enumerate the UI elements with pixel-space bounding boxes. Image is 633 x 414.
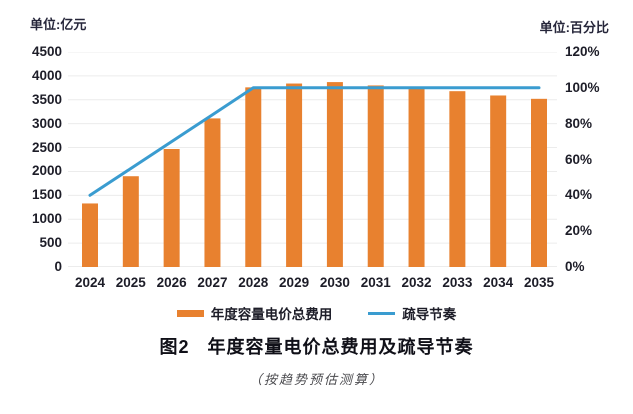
x-axis-tick: 2035 [523, 275, 555, 290]
bar-2026 [163, 148, 180, 267]
x-axis-tick: 2032 [401, 275, 432, 290]
left-axis-tick: 3000 [31, 115, 62, 131]
legend: 年度容量电价总费用 疏导节奏 [0, 303, 633, 323]
x-axis-tick: 2030 [319, 275, 350, 290]
bar-2033 [449, 91, 466, 267]
line-series-swatch-icon [368, 311, 396, 315]
left-axis-unit-label: 单位:亿元 [30, 17, 87, 32]
x-axis-tick: 2026 [156, 275, 187, 290]
bar-2034 [490, 95, 507, 267]
bar-2029 [286, 83, 303, 267]
legend-item-bar-series: 年度容量电价总费用 [176, 303, 333, 323]
x-axis-tick: 2029 [279, 275, 310, 290]
right-axis-tick: 40% [565, 187, 593, 203]
right-axis-tick: 60% [565, 151, 593, 167]
x-axis-tick: 2024 [74, 275, 106, 290]
right-axis-tick: 0% [565, 259, 585, 274]
bar-2035 [531, 98, 547, 267]
right-axis-tick: 120% [565, 44, 600, 59]
bar-series-label: 年度容量电价总费用 [210, 307, 333, 322]
figure-title-text: 年度容量电价总费用及疏导节奏 [207, 337, 474, 357]
plot-svg [68, 52, 557, 267]
left-axis-tick: 3500 [31, 91, 62, 107]
bar-series-swatch-icon [176, 309, 204, 317]
right-axis-tick: 80% [565, 115, 593, 131]
bar-2028 [245, 87, 262, 267]
bar-2024 [82, 203, 98, 267]
bar-2025 [122, 176, 139, 267]
right-axis-tick: 100% [565, 79, 600, 95]
figure-subtitle: （按趋势预估测算） [248, 373, 384, 388]
x-axis-tick: 2031 [360, 275, 391, 290]
x-axis-tick: 2025 [115, 275, 146, 290]
bar-2030 [326, 82, 343, 267]
bar-2031 [367, 85, 384, 267]
figure-number: 图2 [159, 337, 190, 357]
bar-2032 [408, 87, 425, 267]
legend-item-line-series: 疏导节奏 [368, 303, 456, 323]
right-axis-tick: 20% [565, 223, 593, 239]
left-axis-tick: 500 [39, 235, 62, 251]
trend-line [88, 86, 541, 197]
left-axis-tick: 1000 [31, 211, 62, 227]
left-axis-tick: 1500 [31, 187, 62, 203]
x-axis-tick: 2033 [442, 275, 473, 290]
figure-title: 图2 年度容量电价总费用及疏导节奏 [0, 333, 633, 359]
left-axis-tick: 4500 [31, 44, 62, 59]
left-axis-tick: 2000 [31, 163, 62, 179]
left-axis-tick: 4000 [31, 67, 62, 83]
left-axis-tick: 2500 [31, 139, 62, 155]
bar-2027 [204, 118, 221, 267]
x-axis-tick: 2034 [483, 275, 514, 290]
right-axis-unit-label: 单位:百分比 [539, 20, 609, 35]
line-series-label: 疏导节奏 [402, 307, 457, 322]
left-axis-tick: 0 [54, 259, 62, 274]
x-axis-tick: 2028 [238, 275, 269, 290]
x-axis-tick: 2027 [197, 275, 228, 290]
